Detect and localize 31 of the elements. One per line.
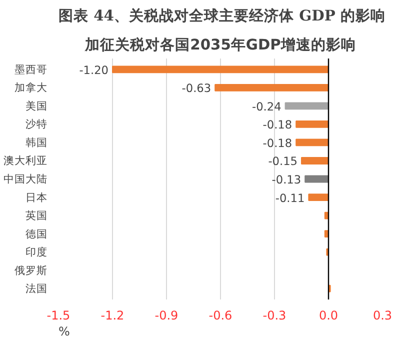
x-tick-label: -0.6 <box>208 308 232 322</box>
y-tick-label: 德国 <box>26 227 48 240</box>
data-label: -0.11 <box>275 190 305 205</box>
data-label: -0.13 <box>272 172 302 186</box>
chart-title: 图表 44、关税战对全球主要经济体 GDP 的影响 <box>58 6 386 24</box>
y-tick-label: 英国 <box>26 209 48 222</box>
data-label: -1.20 <box>79 62 108 77</box>
y-tick-label: 法国 <box>26 282 48 296</box>
x-tick-label: -1.2 <box>100 308 124 322</box>
y-tick-label: 加拿大 <box>14 81 48 94</box>
y-tick-label: 墨西哥 <box>14 62 48 76</box>
data-label: -0.18 <box>262 118 292 132</box>
y-tick-label: 中国大陆 <box>4 172 48 186</box>
y-tick-label: 韩国 <box>26 136 48 149</box>
data-label: -0.15 <box>268 154 298 168</box>
y-tick-label: 俄罗斯 <box>14 264 48 277</box>
data-label: -0.63 <box>182 81 212 96</box>
y-tick-label: 印度 <box>26 246 48 259</box>
x-tick-label: -1.5 <box>46 308 70 322</box>
x-tick-label: 0.3 <box>372 308 392 322</box>
y-tick-label: 沙特 <box>26 118 48 131</box>
text: % <box>58 324 70 338</box>
data-label: -0.24 <box>252 99 282 114</box>
x-tick-label: 0.0 <box>318 308 338 322</box>
y-tick-label: 美国 <box>26 99 48 112</box>
x-tick-label: -0.3 <box>262 308 286 322</box>
y-tick-label: 澳大利亚 <box>4 154 48 168</box>
y-tick-label: 日本 <box>26 190 48 204</box>
x-tick-label: -0.9 <box>154 308 178 322</box>
chart-subtitle: 加征关税对各国2035年GDP增速的影响 <box>84 36 356 54</box>
data-label: -0.18 <box>262 136 292 150</box>
